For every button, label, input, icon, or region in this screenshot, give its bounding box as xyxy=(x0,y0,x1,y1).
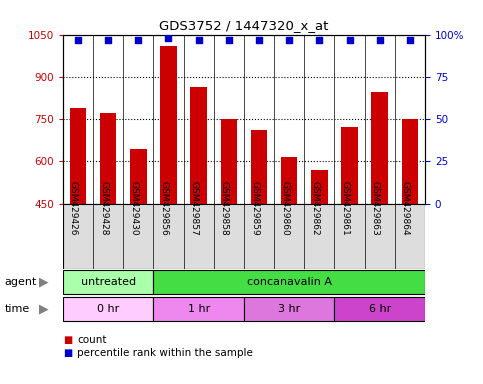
Title: GDS3752 / 1447320_x_at: GDS3752 / 1447320_x_at xyxy=(159,19,328,32)
Text: GSM429862: GSM429862 xyxy=(311,181,319,236)
Bar xyxy=(63,270,154,295)
Point xyxy=(225,36,233,43)
Text: ▶: ▶ xyxy=(39,303,48,316)
Text: 6 hr: 6 hr xyxy=(369,304,391,314)
Text: count: count xyxy=(77,335,107,345)
Text: ■: ■ xyxy=(63,348,72,358)
Bar xyxy=(154,270,425,295)
Text: untreated: untreated xyxy=(81,277,136,287)
Bar xyxy=(311,170,327,204)
Text: GSM429861: GSM429861 xyxy=(341,181,350,236)
Text: 3 hr: 3 hr xyxy=(278,304,300,314)
Point xyxy=(376,36,384,43)
Bar xyxy=(160,46,177,204)
Text: GSM429860: GSM429860 xyxy=(280,181,289,236)
Point xyxy=(406,36,414,43)
Point xyxy=(195,36,202,43)
Bar xyxy=(334,297,425,321)
Text: GSM429430: GSM429430 xyxy=(129,181,138,236)
Text: 1 hr: 1 hr xyxy=(187,304,210,314)
Text: agent: agent xyxy=(5,277,37,287)
Point xyxy=(255,36,263,43)
Point xyxy=(74,36,82,43)
Point xyxy=(285,36,293,43)
Bar xyxy=(154,297,244,321)
Text: GSM429863: GSM429863 xyxy=(371,181,380,236)
Bar xyxy=(244,297,334,321)
Bar xyxy=(281,157,298,204)
Point xyxy=(315,36,323,43)
Bar xyxy=(100,113,116,204)
Bar xyxy=(70,108,86,204)
Text: percentile rank within the sample: percentile rank within the sample xyxy=(77,348,253,358)
Bar xyxy=(190,87,207,204)
Text: GSM429858: GSM429858 xyxy=(220,181,229,236)
Text: time: time xyxy=(5,304,30,314)
Text: GSM429864: GSM429864 xyxy=(401,181,410,236)
Bar xyxy=(341,127,358,204)
Point xyxy=(134,36,142,43)
Text: GSM429426: GSM429426 xyxy=(69,182,78,236)
Text: 0 hr: 0 hr xyxy=(97,304,119,314)
Text: GSM429856: GSM429856 xyxy=(159,181,169,236)
Text: ▶: ▶ xyxy=(39,276,48,289)
Bar xyxy=(221,119,237,204)
Text: GSM429857: GSM429857 xyxy=(190,181,199,236)
Bar xyxy=(130,149,146,204)
Text: GSM429428: GSM429428 xyxy=(99,182,108,236)
Point xyxy=(346,36,354,43)
Bar xyxy=(402,119,418,204)
Text: concanavalin A: concanavalin A xyxy=(247,277,332,287)
Point xyxy=(104,36,112,43)
Text: ■: ■ xyxy=(63,335,72,345)
Point xyxy=(165,35,172,41)
Bar xyxy=(371,92,388,204)
Text: GSM429859: GSM429859 xyxy=(250,181,259,236)
Bar xyxy=(251,130,267,204)
Bar xyxy=(63,297,154,321)
